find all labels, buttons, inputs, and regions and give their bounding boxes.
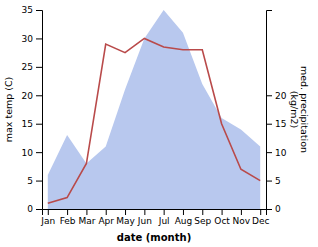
y2-axis-title-line: med. precipitation [299,66,310,153]
line [48,38,260,203]
tick-label: Jun [137,216,152,226]
tick-label: 5 [27,176,33,186]
tick: Feb [60,209,76,226]
tick-label: Oct [214,216,230,226]
axis-line [267,11,273,210]
tick-label: Feb [60,216,76,226]
tick-label: 35 [22,5,33,15]
tick-mark [36,38,42,39]
chart: Jan FebMarAprMayJun Jul AugSepOctNovDec 0 5 10… [0,0,318,247]
tick-label: 10 [22,148,34,158]
tick-label: Nov [233,216,251,226]
tick: 20 [266,91,287,101]
tick: Sep [194,209,211,226]
tick-mark [36,67,42,68]
tick-mark [266,209,272,210]
tick-label: 0 [275,204,281,214]
tick: Jan [40,209,55,226]
tick: Jun [137,209,152,226]
tick: 10 [22,148,42,158]
tick-mark [183,209,184,215]
tick-label: 25 [22,62,33,72]
tick-label: 15 [275,119,286,129]
tick-mark [266,152,272,153]
tick-label: Aug [175,216,193,226]
y2-axis: 0 5 10 15 20 [266,11,287,215]
tick: 25 [22,62,42,72]
tick-mark [36,124,42,125]
tick-mark [36,209,42,210]
tick: 0 [27,204,42,214]
tick: Oct [214,209,230,226]
y2-axis-title: med. precipitation(kg/m2) [289,66,310,153]
tick-mark [36,10,42,11]
tick: 30 [22,34,42,44]
tick: Dec [252,209,269,226]
tick-mark [36,95,42,96]
tick-label: Dec [252,216,269,226]
tick-label: Sep [194,216,211,226]
marks [48,10,260,209]
tick-mark [164,209,165,215]
tick-mark [241,209,242,215]
y2-axis-title-line: (kg/m2) [289,91,300,128]
tick-label: Jan [40,216,55,226]
tick-mark [86,209,87,215]
tick-label: 20 [275,91,287,101]
x-axis-title: date (month) [117,232,191,243]
tick: Jul [158,209,170,226]
tick: 20 [22,91,42,101]
tick-mark [266,124,272,125]
tick-mark [222,209,223,215]
tick-mark [36,181,42,182]
tick-label: 10 [275,148,287,158]
y-axis: 0 5 10 15 20 25 30 35 [22,5,43,214]
tick-label: Mar [78,216,95,226]
tick: 10 [266,148,287,158]
y-axis-title: max temp (C) [3,77,14,143]
tick-mark [144,209,145,215]
axis-line [43,210,267,216]
tick-mark [266,181,272,182]
tick: Mar [78,209,95,226]
tick-mark [266,95,272,96]
tick-mark [36,152,42,153]
tick-label: Jul [158,216,170,226]
tick-label: 0 [27,204,33,214]
tick: Apr [98,209,114,226]
tick-label: 30 [22,34,34,44]
tick-mark [48,209,49,215]
tick-mark [106,209,107,215]
tick: 35 [22,5,42,15]
tick: 5 [27,176,42,186]
tick: 5 [266,176,281,186]
plot-area: Jan FebMarAprMayJun Jul AugSepOctNovDec 0 5 10… [22,5,287,226]
tick: Aug [175,209,193,226]
tick-mark [67,209,68,215]
tick-label: Apr [98,216,114,226]
tick-label: May [116,216,135,226]
area [48,10,260,209]
tick-mark [202,209,203,215]
tick: 0 [266,204,281,214]
tick-label: 5 [275,176,281,186]
tick-mark [125,209,126,215]
tick-label: 15 [22,119,33,129]
tick: 15 [266,119,286,129]
tick-label: 20 [22,91,34,101]
x-axis: Jan FebMarAprMayJun Jul AugSepOctNovDec [40,209,269,226]
tick: 15 [22,119,42,129]
tick: May [116,209,135,226]
axis-line [36,11,43,210]
tick: Nov [233,209,251,226]
tick-mark [260,209,261,215]
